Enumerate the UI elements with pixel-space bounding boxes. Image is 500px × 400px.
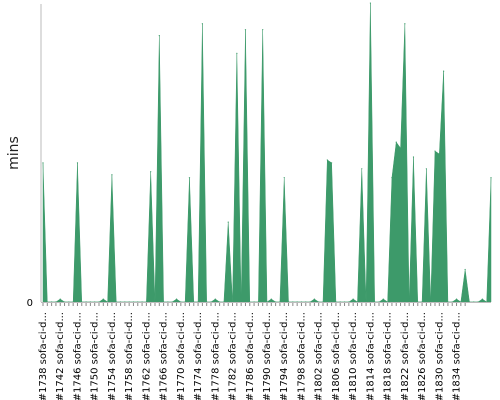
data-point: [412, 156, 415, 158]
data-point: [201, 23, 203, 25]
x-tick-label: #1750 sofa-ci-d...: [90, 312, 101, 400]
x-tick-label: #1834 sofa-ci-d...: [452, 312, 463, 400]
x-tick-label: #1802 sofa-ci-d...: [314, 312, 325, 400]
data-point: [150, 171, 152, 173]
x-tick-label: #1794 sofa-ci-d...: [279, 312, 290, 400]
y-tick-label: 0: [27, 298, 33, 309]
data-point: [490, 177, 492, 179]
data-point: [188, 177, 191, 179]
data-point: [111, 174, 113, 176]
y-axis-label: mins: [6, 136, 22, 170]
y-axis: 0: [27, 4, 42, 309]
area-series: [42, 2, 492, 303]
x-tick-label: #1830 sofa-ci-d...: [434, 312, 445, 400]
data-point: [244, 29, 247, 31]
x-tick-label: #1762 sofa-ci-d...: [141, 312, 152, 400]
area-fill: [42, 3, 492, 303]
x-tick-label: #1774 sofa-ci-d...: [193, 312, 204, 400]
data-point: [361, 168, 363, 170]
x-tick-label: #1770 sofa-ci-d...: [176, 312, 187, 400]
data-point: [313, 298, 315, 300]
data-point: [236, 52, 238, 54]
data-point: [42, 162, 44, 164]
x-tick-label: #1822 sofa-ci-d...: [400, 312, 411, 400]
data-point: [102, 298, 104, 300]
data-point: [425, 168, 427, 170]
x-tick-label: #1746 sofa-ci-d...: [72, 312, 83, 400]
data-point: [404, 23, 406, 25]
x-tick-label: #1798 sofa-ci-d...: [296, 312, 307, 400]
data-point: [399, 147, 402, 149]
data-point: [76, 162, 79, 164]
data-point: [326, 159, 328, 161]
x-tick-label: #1810 sofa-ci-d...: [348, 312, 359, 400]
data-point: [227, 221, 229, 223]
x-tick-label: #1758 sofa-ci-d...: [124, 312, 135, 400]
x-tick-label: #1742 sofa-ci-d...: [55, 312, 66, 400]
x-tick-label: #1738 sofa-ci-d...: [38, 312, 49, 400]
data-point: [270, 298, 272, 300]
x-tick-label: #1754 sofa-ci-d...: [107, 312, 118, 400]
data-point: [464, 268, 466, 271]
data-point: [438, 153, 440, 155]
data-point: [443, 70, 445, 72]
data-point: [369, 2, 371, 4]
data-point: [382, 298, 384, 300]
x-tick-label: #1806 sofa-ci-d...: [331, 312, 342, 400]
data-point: [391, 177, 393, 179]
data-point: [481, 298, 483, 300]
x-tick-label: #1766 sofa-ci-d...: [159, 312, 170, 400]
x-tick-label: #1790 sofa-ci-d...: [262, 312, 273, 400]
data-point: [262, 29, 264, 31]
data-point: [59, 298, 61, 300]
x-tick-label: #1814 sofa-ci-d...: [365, 312, 376, 400]
data-point: [158, 35, 160, 37]
x-tick-label: #1818 sofa-ci-d...: [383, 312, 394, 400]
x-axis: #1738 sofa-ci-d... #1742 sofa-ci-d... #174…: [38, 302, 491, 400]
data-point: [283, 177, 285, 179]
x-tick-label: #1782 sofa-ci-d...: [228, 312, 239, 400]
data-point: [455, 298, 458, 300]
data-point: [395, 141, 397, 143]
data-point: [175, 298, 178, 300]
data-point: [214, 298, 216, 300]
x-tick-label: #1786 sofa-ci-d...: [245, 312, 256, 400]
data-point: [352, 298, 354, 300]
data-point: [434, 150, 436, 152]
x-tick-label: #1826 sofa-ci-d...: [417, 312, 428, 400]
data-point: [331, 162, 333, 164]
x-tick-label: #1778 sofa-ci-d...: [210, 312, 221, 400]
